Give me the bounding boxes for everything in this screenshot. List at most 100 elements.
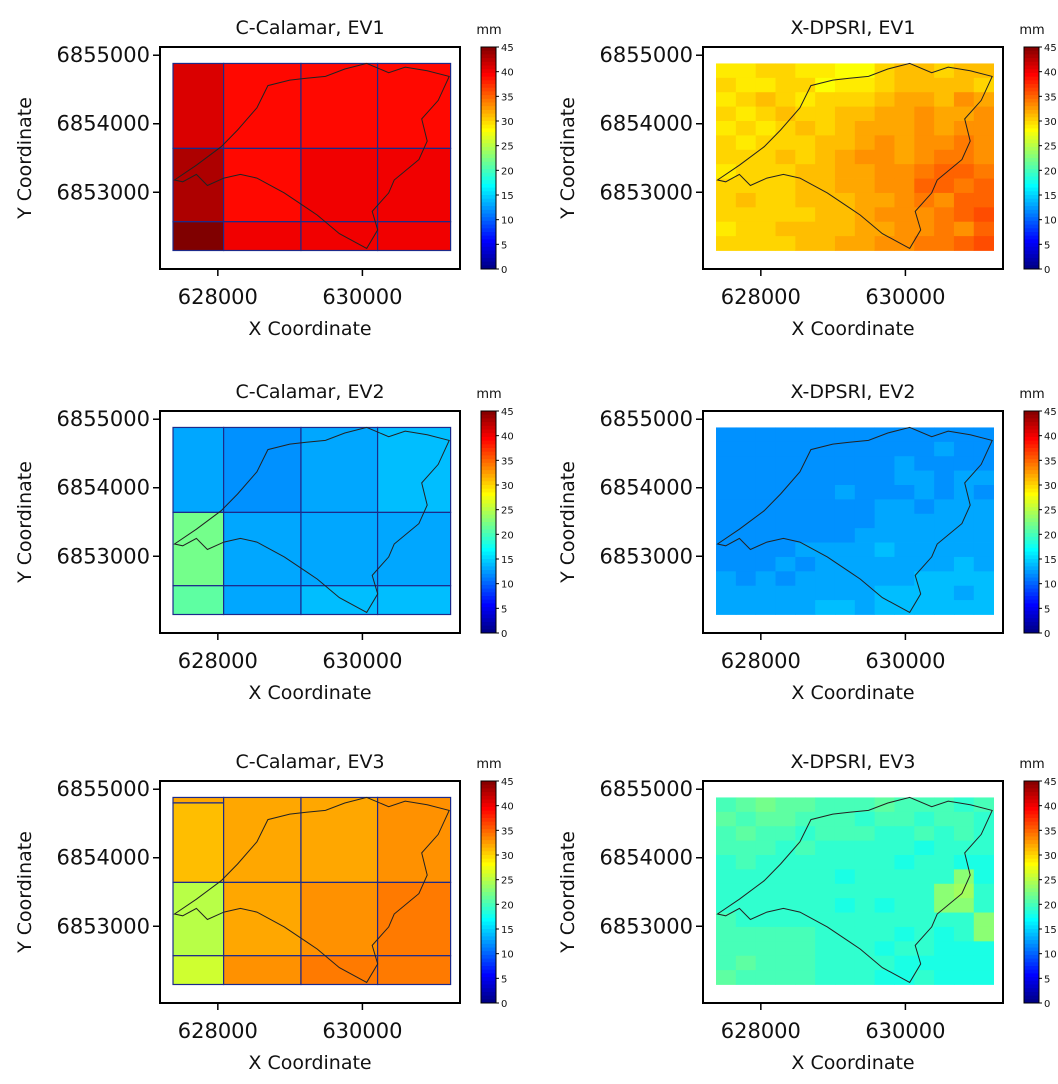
colorbar-segment (1024, 80, 1039, 85)
colorbar-segment (481, 198, 496, 203)
colorbar-frame (480, 46, 497, 270)
heatmap-cell (973, 106, 995, 122)
heatmap-cell (815, 164, 836, 179)
heatmap-cell (834, 441, 856, 457)
colorbar-segment (481, 851, 496, 856)
colorbar-segment (1024, 477, 1039, 482)
colorbar-segment (481, 581, 496, 586)
colorbar-tick-label: 10 (1044, 216, 1057, 227)
colorbar-segment (1024, 951, 1039, 956)
colorbar-segment (1024, 914, 1039, 919)
heatmap-cell (914, 826, 935, 842)
heatmap-cell (815, 855, 836, 870)
heatmap-cell (775, 571, 796, 587)
colorbar-tick-label: 10 (501, 216, 514, 227)
heatmap-cell (300, 585, 379, 616)
colorbar-segment (1024, 132, 1039, 137)
colorbar-segment (481, 121, 496, 126)
heatmap-cell (716, 77, 737, 93)
colorbar-segment (481, 72, 496, 78)
heatmap-cell (934, 528, 955, 543)
colorbar-segment (1024, 995, 1039, 1000)
heatmap-cell (834, 571, 856, 587)
colorbar-segment (1024, 618, 1039, 623)
heatmap-cell (973, 164, 995, 179)
colorbar-segment (481, 596, 496, 601)
colorbar-segment (1024, 566, 1039, 571)
heatmap-cell (815, 207, 836, 223)
colorbar-segment (1024, 429, 1039, 434)
heatmap-cell (815, 528, 836, 543)
heatmap-cell (755, 470, 776, 486)
colorbar-tick-label: 20 (1044, 166, 1057, 177)
colorbar-segment (1024, 932, 1039, 937)
colorbar-segment (481, 176, 496, 181)
colorbar-segment (1024, 61, 1039, 66)
colorbar-segment (481, 614, 496, 619)
heatmap-cell (716, 528, 737, 543)
heatmap-cell (953, 970, 975, 985)
colorbar-segment (1024, 536, 1039, 541)
heatmap-cell (894, 941, 915, 957)
heatmap-cell (735, 883, 757, 899)
heatmap-cell (755, 883, 776, 899)
heatmap-cell (953, 840, 975, 856)
heatmap-cell (716, 470, 737, 486)
colorbar: 45 40 35 30 25 20 15 10 5 0 mm (1019, 757, 1056, 1010)
heatmap-cell (973, 869, 995, 885)
colorbar-segment (1024, 958, 1039, 963)
y-tick-label: 6855000 (56, 777, 150, 801)
colorbar-segment (481, 855, 496, 860)
heatmap-cell (934, 470, 955, 486)
heatmap-cell (716, 92, 737, 108)
colorbar-frame (1023, 46, 1040, 270)
heatmap-cell (973, 542, 995, 558)
colorbar-segment (1024, 895, 1039, 900)
heatmap-cell (735, 869, 757, 885)
panel-4: X-DPSRI, EV2 628000 630000 6855000 6854000 68… (557, 381, 1057, 704)
colorbar-segment (481, 455, 496, 460)
heatmap-cell (755, 941, 776, 957)
colorbar-segment (481, 781, 496, 786)
heatmap-cell (953, 600, 975, 615)
heatmap-cell (815, 221, 836, 237)
heatmap-cell (894, 797, 915, 813)
colorbar-tick-label: 10 (1044, 950, 1057, 961)
heatmap-cell (834, 970, 856, 985)
colorbar-segment (481, 814, 496, 819)
heatmap-cell (795, 528, 816, 543)
heatmap-cell (874, 528, 895, 543)
heatmap-cell (755, 192, 776, 208)
heatmap-cell (716, 207, 737, 223)
colorbar-segment (1024, 518, 1039, 523)
heatmap-cell (795, 499, 816, 515)
heatmap-cell (716, 135, 737, 151)
heatmap-cell (815, 513, 836, 529)
heatmap-cell (953, 528, 975, 543)
heatmap-cell (953, 556, 975, 572)
heatmap-cell (735, 427, 757, 443)
y-tick-label: 6853000 (599, 914, 693, 938)
colorbar-segment (481, 840, 496, 845)
colorbar-segment (1024, 917, 1039, 923)
colorbar-segment (1024, 555, 1039, 560)
heatmap-cell (775, 192, 796, 208)
colorbar-tick-label: 10 (1044, 580, 1057, 591)
heatmap-cell (874, 513, 895, 529)
x-tick-label: 630000 (322, 285, 402, 309)
heatmap-cell (914, 970, 935, 985)
heatmap-cell (934, 178, 955, 194)
heatmap-cells (172, 426, 452, 616)
heatmap-cell (854, 528, 876, 543)
colorbar-tick-label: 15 (1044, 191, 1057, 202)
heatmap-cell (874, 178, 895, 194)
colorbar-segment (1024, 858, 1039, 863)
y-tick-label: 6855000 (56, 43, 150, 67)
colorbar-segment (481, 481, 496, 486)
colorbar-segment (481, 150, 496, 155)
colorbar-segment (481, 818, 496, 823)
colorbar-segment (1024, 614, 1039, 619)
heatmap-cell (795, 840, 816, 856)
heatmap-cell (934, 135, 955, 151)
